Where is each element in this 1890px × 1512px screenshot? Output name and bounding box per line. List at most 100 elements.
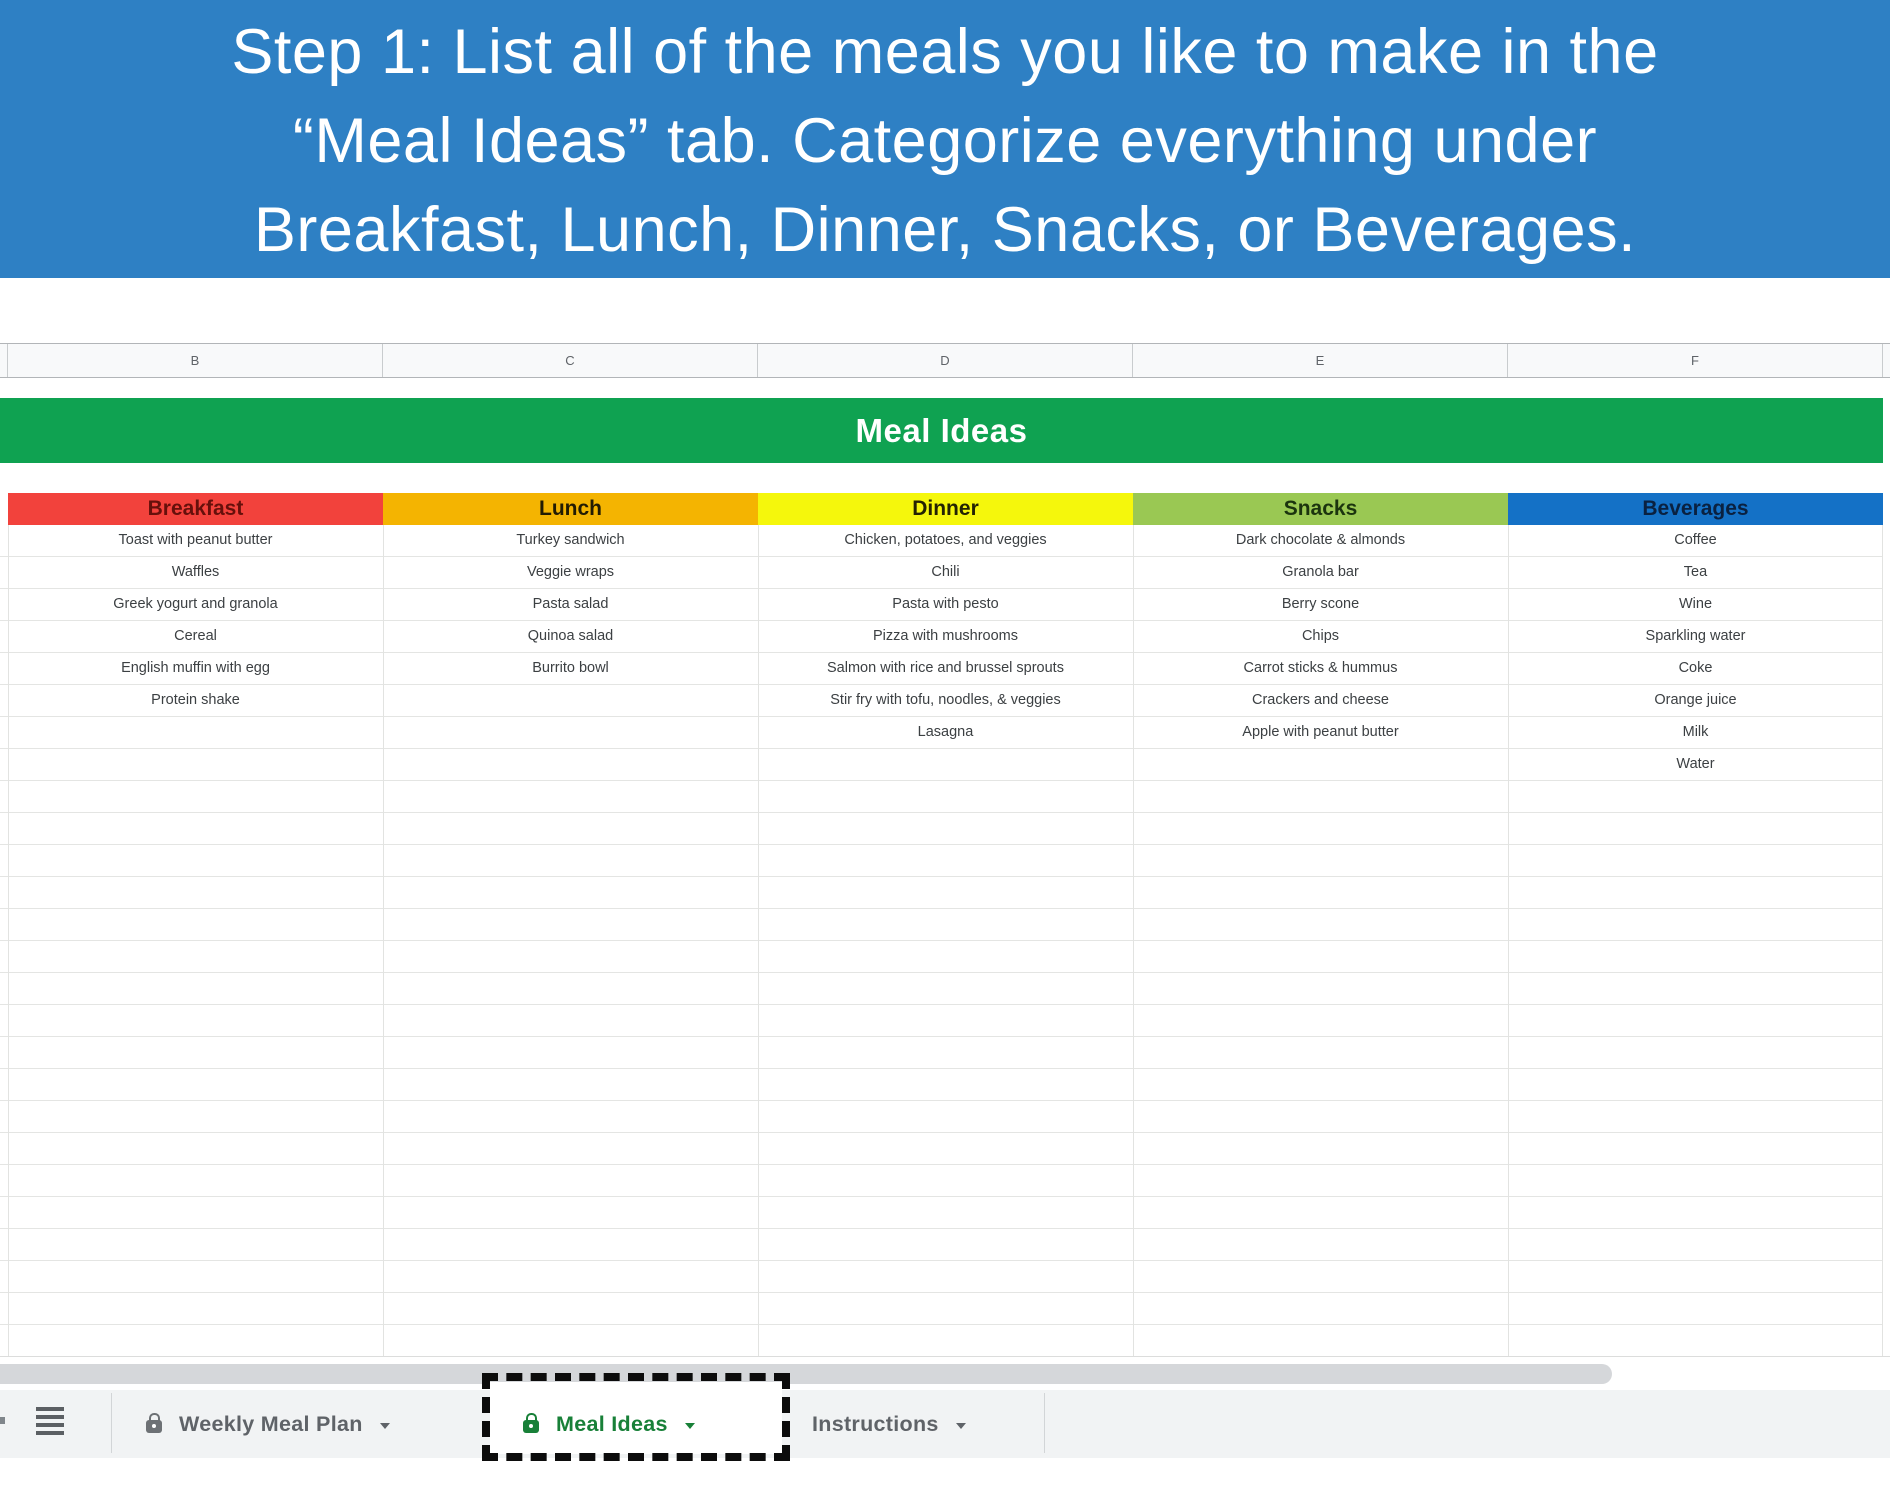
table-cell[interactable]: Milk <box>1682 724 1709 740</box>
table-cell[interactable] <box>1508 845 1883 876</box>
add-sheet-button-partial[interactable] <box>0 1417 5 1424</box>
table-cell[interactable] <box>383 973 758 1004</box>
table-cell[interactable] <box>1133 1325 1508 1356</box>
table-cell[interactable] <box>8 1069 383 1100</box>
table-cell[interactable] <box>8 1133 383 1164</box>
table-row[interactable] <box>0 877 1883 909</box>
table-cell[interactable] <box>1508 973 1883 1004</box>
table-row[interactable] <box>0 1069 1883 1101</box>
table-row[interactable] <box>0 909 1883 941</box>
table-row[interactable] <box>0 1037 1883 1069</box>
column-header-e[interactable]: E <box>1133 344 1508 377</box>
table-row[interactable] <box>0 1293 1883 1325</box>
table-cell[interactable]: Stir fry with tofu, noodles, & veggies <box>830 692 1061 708</box>
table-cell[interactable] <box>758 1197 1133 1228</box>
table-cell[interactable]: Carrot sticks & hummus <box>1243 660 1398 676</box>
table-cell[interactable]: Dark chocolate & almonds <box>1235 532 1406 548</box>
table-cell[interactable] <box>8 845 383 876</box>
table-cell[interactable] <box>383 1325 758 1356</box>
table-row[interactable]: Cereal Quinoa salad Pizza with mushrooms Ch… <box>0 621 1883 653</box>
table-cell[interactable] <box>1508 1165 1883 1196</box>
table-cell[interactable]: Greek yogurt and granola <box>113 596 278 612</box>
table-row[interactable] <box>0 1005 1883 1037</box>
table-cell[interactable]: Pasta with pesto <box>892 596 999 612</box>
table-cell[interactable] <box>1133 1293 1508 1324</box>
table-cell[interactable] <box>1508 1261 1883 1292</box>
table-cell[interactable] <box>758 1037 1133 1068</box>
table-row[interactable] <box>0 1101 1883 1133</box>
category-header-lunch[interactable]: Lunch <box>383 493 758 525</box>
table-cell[interactable] <box>758 1261 1133 1292</box>
caret-down-icon[interactable] <box>955 1422 966 1429</box>
table-cell[interactable]: Berry scone <box>1281 596 1360 612</box>
table-cell[interactable] <box>8 941 383 972</box>
table-cell[interactable]: Cereal <box>174 628 217 644</box>
table-cell[interactable]: English muffin with egg <box>121 660 270 676</box>
table-cell[interactable] <box>1508 1037 1883 1068</box>
table-cell[interactable] <box>1508 813 1883 844</box>
table-cell[interactable] <box>758 1133 1133 1164</box>
table-cell[interactable] <box>8 749 383 780</box>
table-cell[interactable] <box>1133 1069 1508 1100</box>
table-cell[interactable]: Burrito bowl <box>532 660 609 676</box>
table-cell[interactable] <box>383 717 758 748</box>
table-cell[interactable] <box>8 973 383 1004</box>
table-cell[interactable] <box>8 877 383 908</box>
table-cell[interactable] <box>8 1261 383 1292</box>
table-row[interactable] <box>0 845 1883 877</box>
table-cell[interactable] <box>758 1293 1133 1324</box>
table-cell[interactable] <box>1133 1005 1508 1036</box>
table-cell[interactable] <box>8 1037 383 1068</box>
table-cell[interactable] <box>383 877 758 908</box>
tab-meal-ideas[interactable]: Meal Ideas <box>523 1390 695 1458</box>
table-cell[interactable] <box>1133 877 1508 908</box>
table-cell[interactable]: Chili <box>931 564 960 580</box>
table-cell[interactable]: Turkey sandwich <box>516 532 625 548</box>
table-row[interactable]: Toast with peanut butter Turkey sandwich C… <box>0 525 1883 557</box>
table-cell[interactable] <box>758 1069 1133 1100</box>
table-cell[interactable] <box>8 909 383 940</box>
table-cell[interactable]: Apple with peanut butter <box>1242 724 1399 740</box>
table-cell[interactable] <box>758 1005 1133 1036</box>
table-cell[interactable] <box>1508 1229 1883 1260</box>
table-cell[interactable]: Water <box>1676 756 1715 772</box>
table-cell[interactable] <box>1133 1101 1508 1132</box>
table-row[interactable]: English muffin with egg Burrito bowl Salmo… <box>0 653 1883 685</box>
column-header-c[interactable]: C <box>383 344 758 377</box>
table-cell[interactable] <box>383 813 758 844</box>
column-header-g-sliver[interactable] <box>1883 344 1890 377</box>
table-cell[interactable]: Tea <box>1683 564 1708 580</box>
table-row[interactable]: Lasagna Apple with peanut butter Milk <box>0 717 1883 749</box>
table-cell[interactable] <box>1133 781 1508 812</box>
table-cell[interactable] <box>1133 1037 1508 1068</box>
table-cell[interactable] <box>8 717 383 748</box>
tab-instructions[interactable]: Instructions <box>812 1390 966 1458</box>
table-cell[interactable] <box>758 845 1133 876</box>
table-cell[interactable] <box>8 1325 383 1356</box>
column-header-a-sliver[interactable] <box>0 344 8 377</box>
caret-down-icon[interactable] <box>379 1422 390 1429</box>
table-cell[interactable] <box>1133 813 1508 844</box>
table-row[interactable] <box>0 813 1883 845</box>
table-cell[interactable] <box>383 941 758 972</box>
table-cell[interactable] <box>1508 877 1883 908</box>
table-cell[interactable] <box>8 781 383 812</box>
table-row[interactable] <box>0 1229 1883 1261</box>
table-cell[interactable] <box>1133 845 1508 876</box>
table-cell[interactable] <box>1508 1005 1883 1036</box>
category-header-beverages[interactable]: Beverages <box>1508 493 1883 525</box>
column-header-f[interactable]: F <box>1508 344 1883 377</box>
table-cell[interactable] <box>1508 1133 1883 1164</box>
table-cell[interactable] <box>383 1261 758 1292</box>
all-sheets-icon[interactable] <box>36 1407 64 1435</box>
table-cell[interactable]: Lasagna <box>917 724 974 740</box>
table-cell[interactable]: Quinoa salad <box>527 628 614 644</box>
table-row[interactable] <box>0 1197 1883 1229</box>
table-cell[interactable] <box>383 1101 758 1132</box>
table-row[interactable] <box>0 1261 1883 1293</box>
table-cell[interactable] <box>1133 1229 1508 1260</box>
table-row[interactable] <box>0 781 1883 813</box>
table-cell[interactable] <box>383 1197 758 1228</box>
table-row[interactable]: Protein shake Stir fry with tofu, noodles… <box>0 685 1883 717</box>
table-cell[interactable] <box>383 1069 758 1100</box>
